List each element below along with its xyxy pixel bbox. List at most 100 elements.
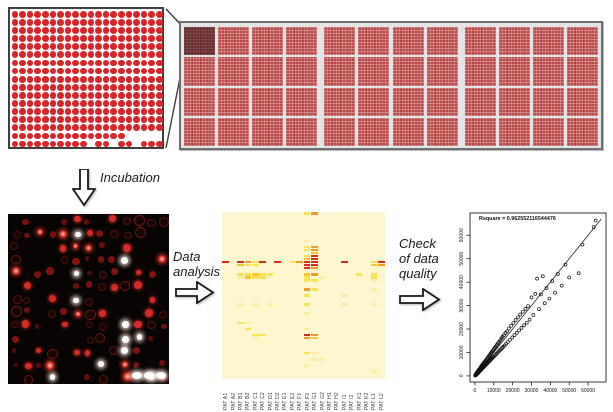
heatmap-cell: [311, 257, 318, 261]
scan-spot: [73, 297, 79, 304]
array-spot: [140, 43, 148, 51]
scatter-point: [526, 304, 530, 308]
heatmap-column-label: PAT G2: [319, 391, 326, 410]
array-spot: [148, 18, 156, 26]
scatter-point: [547, 296, 552, 301]
heatmap-cell: [303, 336, 311, 340]
slide-array-block: [218, 117, 250, 146]
array-spot: [140, 100, 148, 107]
heatmap-cell: [303, 333, 311, 337]
heatmap-cell: [311, 251, 318, 255]
scatter-point: [506, 340, 510, 344]
slide-array-block: [566, 87, 598, 116]
array-spot: [110, 59, 118, 67]
heatmap-cell: [274, 260, 281, 264]
slide-array-block: [324, 57, 356, 86]
array-spot: [117, 35, 125, 42]
array-spot: [125, 91, 133, 99]
slide-array-block: [324, 27, 356, 56]
scan-spot: [133, 361, 140, 369]
heatmap-cell: [244, 260, 252, 264]
heatmap-column-label: PAT D2: [275, 392, 282, 410]
heatmap-cell: [311, 279, 318, 282]
array-spot: [11, 27, 19, 34]
array-spot: [57, 59, 64, 67]
array-spot: [49, 10, 57, 18]
array-spot: [41, 18, 49, 26]
scan-spot: [158, 360, 165, 367]
heatmap-cell: [370, 263, 378, 267]
scan-spot: [48, 310, 57, 318]
array-spot: [140, 140, 148, 148]
array-spot: [79, 67, 87, 75]
y-tick-label: 60000: [459, 228, 465, 242]
slide-array-block: [324, 87, 356, 116]
array-spot: [34, 18, 42, 26]
heatmap-column-label: PAT K2: [363, 392, 370, 410]
slide-array-block: [532, 87, 564, 116]
plot-frame: [469, 212, 607, 383]
heatmap-cell: [252, 336, 259, 340]
array-spot: [125, 18, 133, 26]
array-spot: [140, 18, 148, 26]
array-spot: [102, 91, 110, 99]
heatmap-cell: [303, 248, 311, 252]
heatmap-column-label: PAT B2: [245, 392, 252, 410]
scan-spot: [160, 323, 167, 330]
array-spot: [102, 108, 110, 115]
scan-spot: [84, 309, 96, 321]
array-spot: [148, 91, 156, 99]
scatter-point: [529, 295, 534, 300]
heatmap-cell: [311, 357, 318, 361]
array-spot: [148, 59, 156, 67]
array-spot: [110, 10, 118, 18]
array-spot: [49, 75, 57, 83]
scatter-point: [516, 315, 520, 320]
data-analysis-line1: Data: [173, 249, 201, 264]
array-spot: [11, 59, 19, 67]
array-spot: [125, 51, 133, 59]
array-spot: [49, 91, 57, 99]
scan-spot: [99, 322, 107, 331]
x-tick-label: 20000: [506, 388, 520, 394]
array-spot: [125, 59, 133, 67]
array-spot: [64, 83, 72, 91]
array-spot: [19, 18, 26, 26]
heatmap-column-label: PAT F1: [297, 392, 304, 410]
slide-array-block: [358, 57, 390, 86]
array-spot: [11, 51, 19, 59]
scan-spot: [85, 281, 93, 289]
array-spot: [64, 51, 72, 59]
array-spot: [72, 140, 80, 148]
scatter-point: [514, 330, 519, 335]
array-spot: [95, 75, 102, 83]
array-spot: [26, 140, 34, 148]
array-spot: [95, 59, 102, 67]
scatter-point: [533, 292, 538, 296]
array-spot: [140, 10, 148, 18]
scatter-point: [524, 320, 529, 325]
array-spot: [57, 18, 64, 26]
array-spot: [79, 35, 87, 42]
array-spot: [102, 27, 110, 34]
scan-spot: [121, 346, 129, 354]
scatter-point: [567, 275, 572, 280]
array-spot: [11, 43, 19, 51]
heatmap-cell: [311, 263, 318, 267]
array-spot: [34, 83, 42, 91]
array-spot: [155, 140, 163, 148]
scatter-point: [563, 262, 568, 267]
array-spot: [87, 100, 95, 107]
array-spot: [19, 51, 26, 59]
heatmap-cell: [252, 275, 259, 279]
scan-spot: [84, 219, 90, 225]
scatter-point: [511, 321, 516, 325]
array-spot: [19, 140, 26, 148]
array-spot: [19, 108, 26, 115]
y-tick-label: 50000: [459, 252, 465, 266]
array-spot: [19, 59, 26, 67]
array-spot: [72, 75, 80, 83]
array-spot: [72, 108, 80, 115]
slide-array-block: [184, 117, 216, 146]
right-arrow-icon: [175, 281, 215, 304]
